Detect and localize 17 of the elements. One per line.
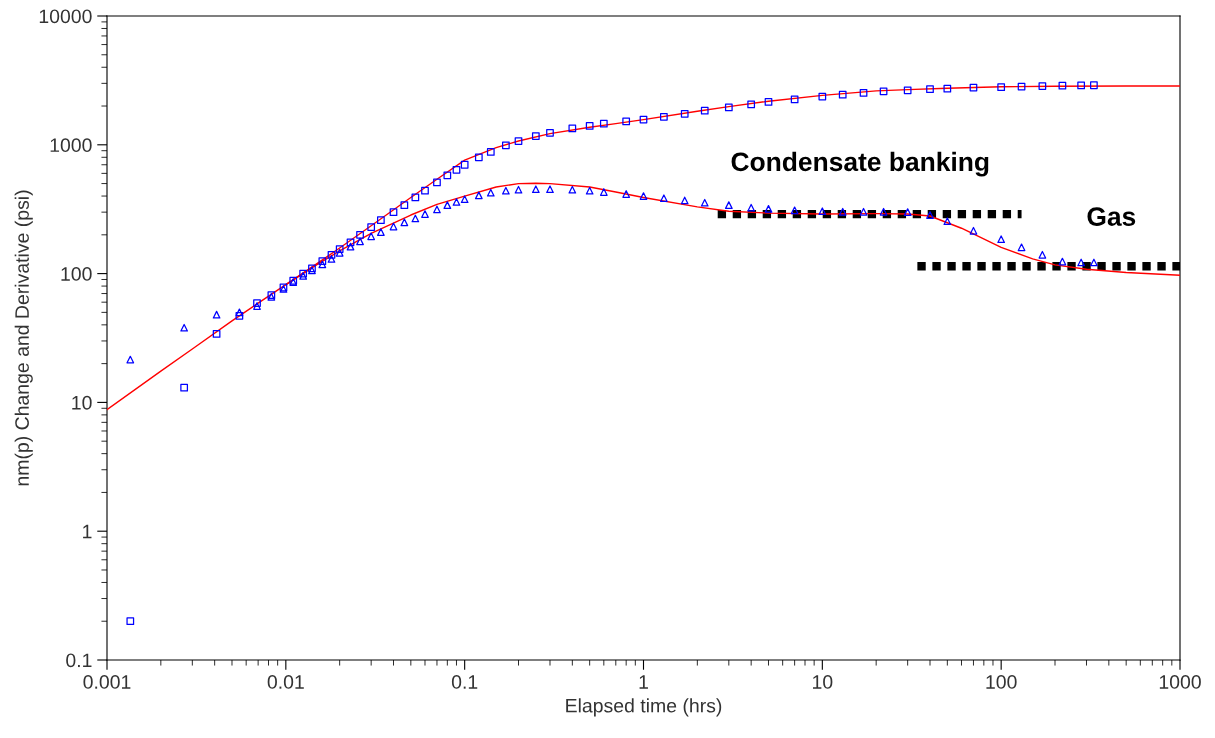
y-tick-label: 1000 — [50, 138, 92, 153]
x-tick-label: 1000 — [1159, 675, 1201, 689]
x-tick-label: 0.001 — [83, 675, 131, 689]
y-axis-title: nm(p) Change and Derivative (psi) — [14, 190, 33, 486]
y-tick-label: 10000 — [39, 9, 92, 24]
y-tick-label: 100 — [61, 267, 92, 281]
y-tick-label: 1 — [83, 524, 92, 539]
x-axis-title: Elapsed time (hrs) — [566, 698, 722, 717]
x-tick-label: 10 — [813, 675, 833, 689]
y-tick-label: 0.1 — [66, 653, 92, 668]
annotation: Condensate banking — [731, 151, 989, 177]
annotation: Gas — [1087, 207, 1136, 226]
y-tick-label: 10 — [72, 395, 92, 410]
x-tick-label: 0.1 — [451, 675, 478, 689]
x-tick-label: 100 — [986, 675, 1017, 689]
x-tick-label: 1 — [639, 675, 648, 689]
x-tick-label: 0.01 — [267, 675, 304, 689]
